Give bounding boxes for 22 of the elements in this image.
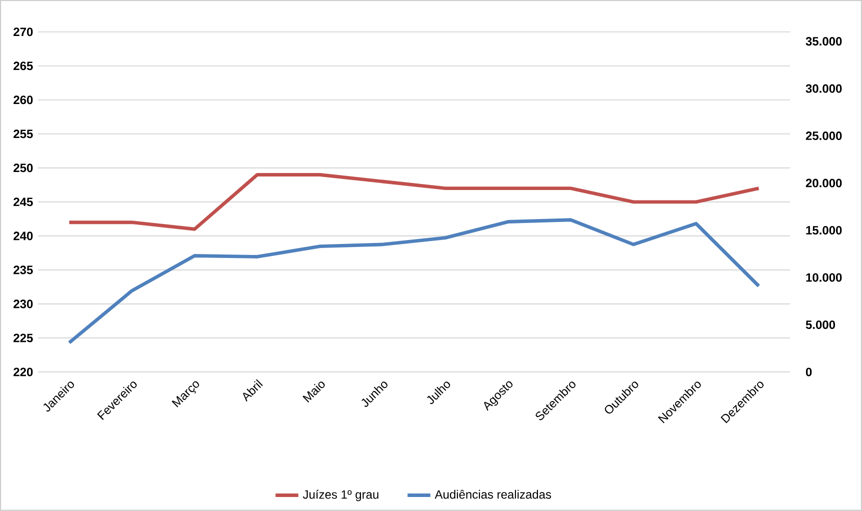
y-tick-label: 240: [14, 232, 33, 240]
y-tick-label: 245: [14, 198, 33, 206]
y-tick-label: 225: [14, 334, 33, 342]
legend-label: Audiências realizadas: [434, 490, 552, 499]
y-tick-label: 255: [14, 130, 33, 138]
y2-tick-label: 0: [806, 368, 812, 376]
y2-tick-label: 10.000: [806, 273, 842, 282]
y-tick-label: 230: [14, 300, 33, 308]
y-tick-label: 220: [14, 368, 33, 376]
y2-tick-label: 15.000: [806, 226, 842, 235]
y2-tick-label: 30.000: [806, 84, 842, 93]
line-series: [67, 218, 760, 344]
y2-tick-label: 25.000: [806, 132, 842, 140]
y2-tick-label: 35.000: [806, 37, 842, 46]
y2-tick-label: 20.000: [806, 178, 842, 188]
y-tick-label: 265: [14, 62, 33, 70]
y-tick-label: 260: [14, 96, 33, 104]
y-tick-label: 270: [14, 28, 33, 36]
y2-tick-label: 5.000: [806, 320, 836, 330]
y-tick-label: 235: [14, 266, 33, 274]
y-tick-label: 250: [14, 164, 33, 172]
legend-label: Juízes 1º grau: [302, 490, 378, 502]
